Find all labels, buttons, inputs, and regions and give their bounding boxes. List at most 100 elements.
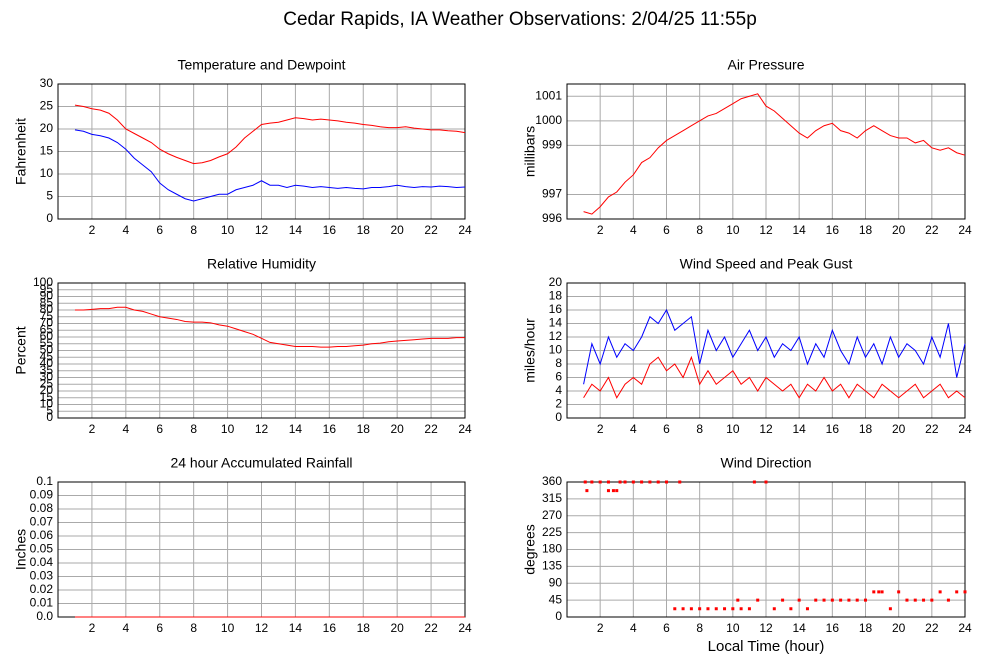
y-tick-label: 1000 [535,113,562,127]
data-point [752,480,756,484]
x-tick-label: 2 [597,621,604,635]
data-point [698,607,702,611]
y-axis-label: degrees [522,524,538,575]
data-point [772,607,776,611]
data-point [714,607,718,611]
y-tick-label: 10 [40,166,54,180]
x-tick-label: 8 [696,422,703,436]
chart-title: Wind Speed and Peak Gust [680,256,853,272]
x-tick-label: 14 [289,223,303,237]
x-tick-label: 14 [289,422,303,436]
x-tick-label: 22 [925,223,939,237]
x-tick-label: 8 [190,223,197,237]
y-tick-label: 1001 [535,88,562,102]
x-tick-label: 10 [221,621,235,635]
y-tick-label: 70 [40,316,54,330]
data-point [706,607,710,611]
x-tick-label: 24 [958,223,972,237]
x-tick-label: 4 [122,223,129,237]
data-point [618,480,622,484]
y-tick-label: 14 [549,316,563,330]
x-tick-label: 12 [255,223,269,237]
y-axis-label: miles/hour [522,318,538,383]
x-tick-label: 2 [597,223,604,237]
x-tick-label: 2 [89,223,96,237]
y-tick-label: 0 [555,410,562,424]
y-tick-label: 5 [46,403,53,417]
data-point [938,590,942,594]
x-tick-label: 14 [792,223,806,237]
x-tick-label: 14 [289,621,303,635]
x-tick-label: 6 [156,422,163,436]
data-point [946,598,950,602]
y-tick-label: 10 [549,343,563,357]
y-tick-label: 0.03 [30,569,54,583]
data-point [656,480,660,484]
x-tick-label: 16 [323,223,337,237]
data-point [764,480,768,484]
x-tick-label: 18 [859,223,873,237]
x-tick-label: 12 [255,621,269,635]
x-tick-label: 4 [122,621,129,635]
y-tick-label: 16 [549,302,563,316]
x-tick-label: 16 [826,223,840,237]
x-tick-label: 22 [424,621,438,635]
y-tick-label: 135 [542,559,562,573]
y-tick-label: 25 [40,376,54,390]
x-tick-label: 10 [221,422,235,436]
data-line [74,306,465,348]
x-tick-label: 4 [122,422,129,436]
x-tick-label: 20 [390,422,404,436]
y-tick-label: 75 [40,309,54,323]
y-tick-label: 0.09 [30,488,54,502]
x-tick-label: 18 [859,621,873,635]
data-point [872,590,876,594]
data-point [673,607,677,611]
y-tick-label: 100 [33,275,53,289]
data-point [897,590,901,594]
y-tick-label: 20 [549,275,563,289]
data-point [606,489,610,493]
data-point [877,590,881,594]
y-tick-label: 6 [555,370,562,384]
data-line [583,308,966,385]
x-tick-label: 6 [156,223,163,237]
x-tick-label: 22 [424,422,438,436]
y-tick-label: 0.08 [30,501,54,515]
data-point [830,598,834,602]
data-point [739,607,743,611]
y-axis-label: Percent [13,326,29,374]
y-axis-label: millibars [522,126,538,177]
y-tick-label: 10 [40,397,54,411]
y-tick-label: 65 [40,322,54,336]
data-point [689,607,693,611]
y-tick-label: 0.04 [30,555,54,569]
data-point [955,590,959,594]
y-tick-label: 8 [555,356,562,370]
y-tick-label: 2 [555,397,562,411]
x-tick-label: 24 [958,621,972,635]
x-tick-label: 10 [221,223,235,237]
data-point [797,598,801,602]
y-tick-label: 225 [542,525,562,539]
data-point [880,590,884,594]
y-tick-label: 15 [40,390,54,404]
x-tick-label: 14 [792,422,806,436]
y-tick-label: 180 [542,542,562,556]
x-tick-label: 8 [696,621,703,635]
y-axis-label: Fahrenheit [13,118,29,185]
data-point [913,598,917,602]
x-tick-label: 6 [663,621,670,635]
y-tick-label: 85 [40,295,54,309]
y-tick-label: 50 [40,343,54,357]
y-tick-label: 0.07 [30,515,54,529]
data-point [789,607,793,611]
x-tick-label: 14 [792,621,806,635]
x-tick-label: 10 [726,621,740,635]
data-point [606,480,610,484]
data-point [723,607,727,611]
x-tick-label: 16 [826,621,840,635]
data-point [930,598,934,602]
y-tick-label: 90 [549,575,563,589]
